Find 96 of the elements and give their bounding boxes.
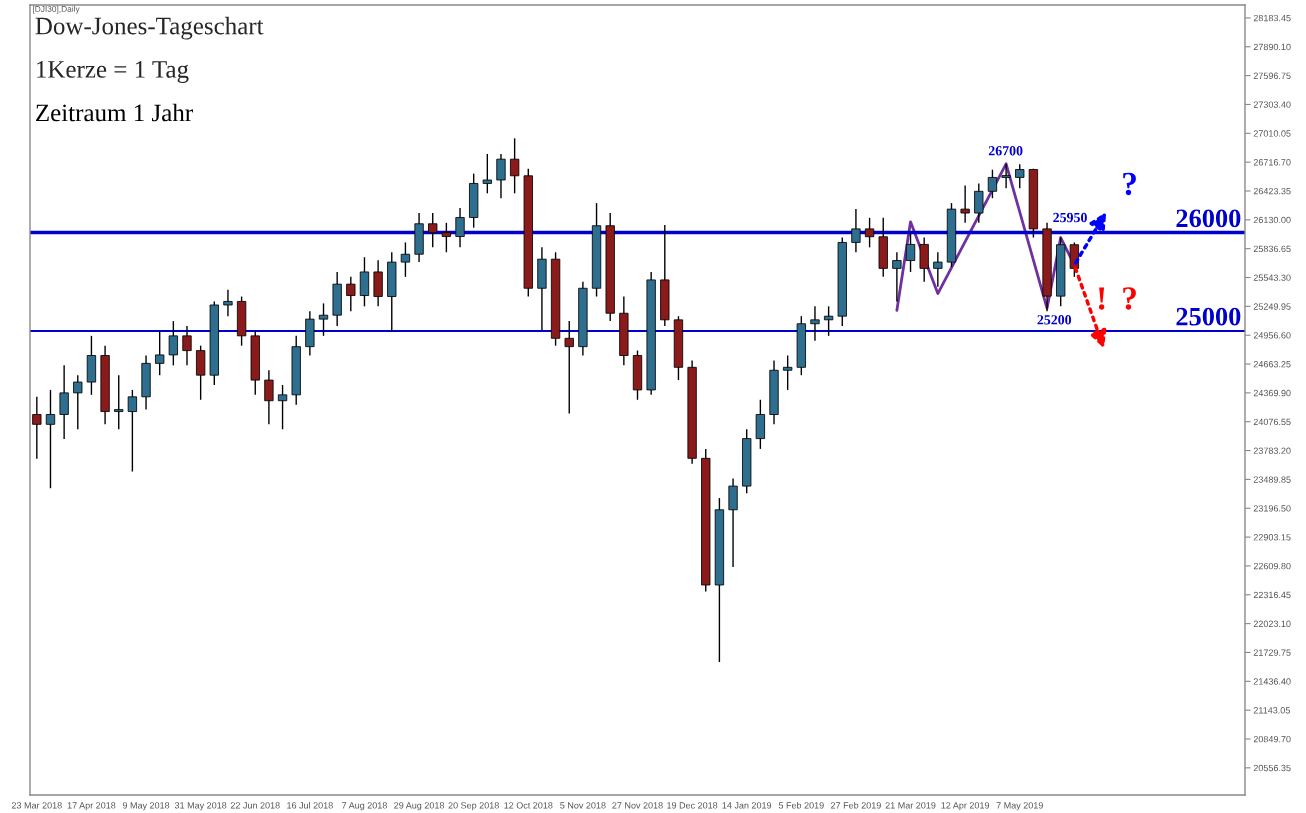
candlestick: [509, 137, 520, 194]
x-tick-label: 29 Aug 2018: [394, 802, 445, 811]
candlestick: [32, 396, 42, 460]
annotation: ?: [1123, 172, 1136, 196]
x-tick-label: 17 Apr 2018: [67, 802, 116, 811]
candlestick: [783, 354, 793, 391]
candlestick: [987, 168, 998, 199]
candlestick: [441, 222, 452, 253]
y-tick-label: 23196.50: [1253, 505, 1291, 512]
y-tick-label: 21436.40: [1253, 678, 1291, 685]
x-tick-label: 14 Jan 2019: [722, 802, 772, 809]
candlestick: [264, 369, 274, 426]
candlestick: [182, 325, 192, 367]
y-tick-label: 27890.10: [1253, 43, 1291, 51]
candlestick: [1015, 163, 1025, 190]
x-tick-label: 5 Feb 2019: [778, 801, 824, 809]
candlestick: [960, 184, 970, 224]
y-tick-label: 24076.55: [1253, 418, 1291, 426]
candlestick: [455, 207, 465, 249]
candlestick: [155, 330, 165, 376]
ref-line-label: 25000: [1176, 307, 1241, 326]
x-tick-label: 12 Oct 2018: [504, 802, 553, 809]
y-tick-label: 24956.60: [1253, 332, 1291, 339]
y-tick-label: 25543.30: [1253, 274, 1291, 281]
x-tick-label: 27 Nov 2018: [612, 802, 663, 809]
x-tick-label: 5 Nov 2018: [560, 802, 606, 809]
candlestick: [851, 208, 861, 253]
y-tick-label: 27596.75: [1253, 72, 1291, 79]
text: 1Kerze = 1 Tag: [37, 61, 189, 83]
candlestick: [823, 305, 834, 337]
annotation: Zeitraum 1 Jahr: [36, 103, 193, 122]
candlestick: [482, 153, 492, 194]
chart-title: Dow-Jones-Tageschart: [35, 16, 264, 40]
y-tick-label: 28183.45: [1253, 14, 1291, 22]
x-tick-label: 21 Mar 2019: [885, 802, 936, 809]
annotation: 25950: [1053, 212, 1087, 223]
annotation: !: [1098, 287, 1105, 310]
candlestick: [127, 389, 138, 473]
candlestick: [59, 364, 69, 440]
y-tick-label: 27010.05: [1253, 130, 1291, 137]
x-tick-label: 23 Mar 2018: [11, 802, 62, 809]
candlestick: [905, 231, 916, 273]
candlestick: [45, 389, 56, 489]
x-tick-label: 20 Sep 2018: [448, 802, 499, 811]
candlestick: [892, 251, 902, 303]
y-tick-label: 26423.35: [1253, 187, 1291, 195]
x-tick-label: 9 May 2018: [122, 802, 170, 811]
candlestick: [400, 241, 411, 278]
y-tick-label: 22316.45: [1253, 591, 1291, 599]
x-tick-label: 16 Jul 2018: [287, 801, 333, 809]
y-tick-label: 26716.70: [1253, 159, 1291, 166]
candlestick: [73, 374, 83, 430]
candlestick: [496, 153, 506, 199]
annotation: [DJI30],Daily: [33, 5, 80, 14]
y-tick-label: 23489.85: [1253, 476, 1291, 483]
candlestick: [1001, 163, 1011, 190]
y-tick-label: 25836.65: [1253, 245, 1291, 253]
ref-line-label: 26000: [1176, 209, 1241, 228]
x-tick-label: 12 Apr 2019: [941, 802, 990, 811]
candlestick: [728, 477, 738, 568]
annotation: ?: [1123, 287, 1136, 310]
x-tick-label: 31 May 2018: [174, 802, 227, 811]
candlestick: [919, 236, 929, 283]
candlestick: [974, 182, 984, 224]
annotation: 25200: [1037, 315, 1072, 325]
y-tick-label: 24369.90: [1253, 389, 1291, 397]
annotation: 26700: [988, 146, 1023, 156]
x-tick-label: 27 Feb 2019: [831, 801, 881, 809]
y-tick-label: 25249.95: [1253, 303, 1291, 310]
y-tick-label: 22903.15: [1253, 534, 1291, 541]
candlestick: [168, 320, 178, 367]
y-tick-label: 22023.10: [1253, 620, 1291, 627]
candlestick: [428, 212, 438, 249]
candlestick: [933, 251, 943, 288]
y-tick-label: 22609.80: [1253, 562, 1291, 570]
candlestick: [318, 302, 329, 337]
candlestick: [346, 276, 356, 312]
x-tick-label: 7 Aug 2018: [342, 802, 387, 811]
y-tick-label: 26130.00: [1253, 216, 1291, 224]
y-tick-label: 27303.40: [1253, 101, 1291, 108]
x-tick-label: 22 Jun 2018: [230, 802, 280, 809]
y-tick-label: 21729.75: [1253, 649, 1291, 656]
candlestick: [114, 374, 124, 430]
y-tick-label: 20556.35: [1253, 764, 1291, 772]
x-tick-label: 19 Dec 2018: [667, 802, 718, 809]
candlestick: [810, 305, 820, 342]
y-tick-label: 21143.05: [1253, 707, 1290, 714]
y-tick-label: 23783.20: [1253, 447, 1291, 454]
candlestick: [223, 288, 233, 317]
x-tick-label: 7 May 2019: [996, 802, 1043, 811]
candlestick: [277, 384, 288, 430]
y-tick-label: 24663.25: [1253, 361, 1291, 368]
candlestick: [564, 320, 574, 415]
candlestick: [359, 256, 370, 308]
y-tick-label: 20849.70: [1253, 735, 1291, 743]
candlestick: [864, 217, 875, 249]
